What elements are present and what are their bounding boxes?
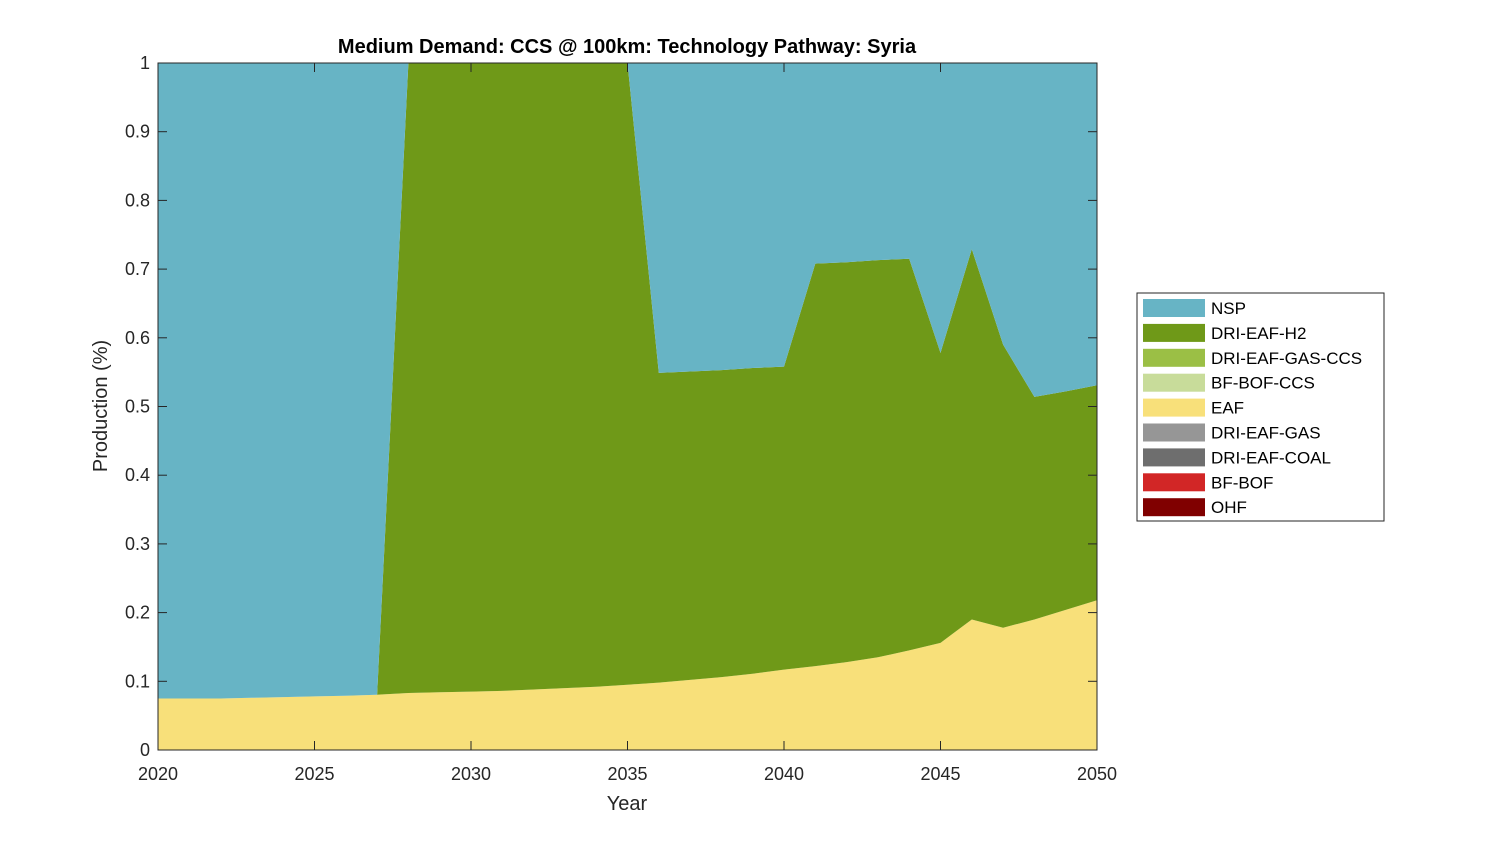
legend-label: BF-BOF-CCS [1211,374,1315,393]
legend-label: DRI-EAF-H2 [1211,324,1306,343]
legend: NSP DRI-EAF-H2 DRI-EAF-GAS-CCS BF-BOF-CCS EA… [1136,292,1385,522]
area-nsp [158,63,1097,699]
plot-areas [158,63,1097,750]
legend-swatch [1143,299,1205,317]
legend-item: DRI-EAF-COAL [1143,448,1331,467]
x-tick-label: 2035 [607,764,647,784]
y-axis-label: Production (%) [90,340,112,472]
legend-swatch [1143,423,1205,442]
y-tick-label: 0 [140,740,150,760]
legend-label: OHF [1211,498,1247,517]
y-tick-label: 0.8 [125,190,150,210]
x-tick-label: 2045 [920,764,960,784]
y-tick-label: 0.6 [125,328,150,348]
chart-title: Medium Demand: CCS @ 100km: Technology P… [338,36,917,58]
y-tick-label: 0.9 [125,122,150,142]
legend-item: BF-BOF-CCS [1143,373,1315,393]
x-axis-label: Year [607,793,648,815]
x-tick-label: 2040 [764,764,804,784]
legend-swatch [1143,448,1205,467]
legend-item: NSP [1143,299,1246,318]
legend-swatch [1143,373,1205,392]
y-tick-label: 0.3 [125,534,150,554]
legend-swatch [1143,473,1205,492]
legend-swatch [1143,498,1205,517]
y-tick-label: 0.7 [125,259,150,279]
x-tick-label: 2050 [1077,764,1117,784]
legend-item: DRI-EAF-GAS [1143,423,1321,443]
legend-swatch [1143,348,1205,367]
legend-label: DRI-EAF-GAS [1211,424,1321,443]
legend-item: DRI-EAF-GAS-CCS [1143,348,1362,368]
axis-ticks: 2020 2025 2030 2035 2040 2045 2050 0 0.1 0.2 0.3 0.… [125,53,1117,784]
legend-label: DRI-EAF-COAL [1211,448,1331,467]
y-tick-label: 0.4 [125,465,150,485]
legend-item: DRI-EAF-H2 [1143,323,1306,343]
x-tick-label: 2030 [451,764,491,784]
y-tick-label: 0.2 [125,603,150,623]
legend-item: OHF [1143,498,1247,517]
legend-item: EAF [1143,398,1244,418]
legend-swatch [1143,323,1205,342]
legend-swatch [1143,398,1205,417]
y-tick-label: 0.5 [125,397,150,417]
area-eaf [158,600,1097,750]
y-tick-label: 0.1 [125,671,150,691]
legend-label: BF-BOF [1211,473,1273,492]
legend-label: NSP [1211,299,1246,318]
y-tick-label: 1 [140,53,150,73]
legend-label: DRI-EAF-GAS-CCS [1211,349,1362,368]
legend-label: EAF [1211,399,1244,418]
x-tick-label: 2025 [294,764,334,784]
x-tick-label: 2020 [138,764,178,784]
legend-item: BF-BOF [1143,473,1273,492]
area-dri-eaf-h2 [158,63,1097,699]
